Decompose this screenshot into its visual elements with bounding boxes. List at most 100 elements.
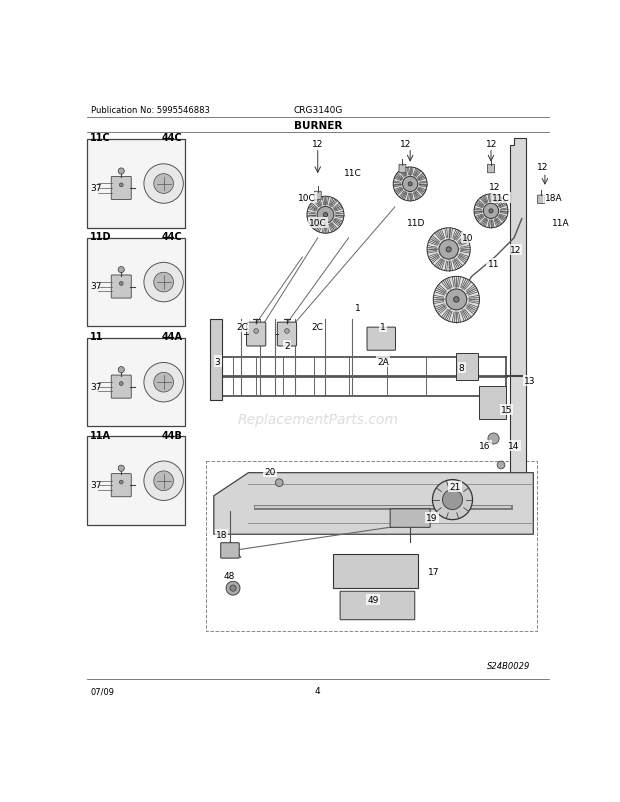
Circle shape xyxy=(489,209,493,213)
Text: 12: 12 xyxy=(400,140,411,149)
FancyBboxPatch shape xyxy=(340,592,415,620)
Text: 10C: 10C xyxy=(309,219,327,228)
FancyBboxPatch shape xyxy=(487,165,495,173)
Text: 4: 4 xyxy=(315,687,321,695)
Text: 37: 37 xyxy=(90,382,101,391)
Circle shape xyxy=(144,164,184,204)
Text: 11D: 11D xyxy=(407,219,425,228)
Circle shape xyxy=(230,585,236,592)
Text: 47: 47 xyxy=(156,291,168,301)
Text: 12: 12 xyxy=(486,140,497,149)
FancyBboxPatch shape xyxy=(87,238,185,327)
Circle shape xyxy=(307,197,344,234)
Circle shape xyxy=(446,290,467,310)
Circle shape xyxy=(433,277,479,323)
Text: 49: 49 xyxy=(368,595,379,605)
Text: CRG3140G: CRG3140G xyxy=(293,106,342,115)
Text: 1: 1 xyxy=(355,303,361,312)
Text: 44A: 44A xyxy=(161,331,182,342)
Text: 37: 37 xyxy=(90,480,101,489)
Text: 12: 12 xyxy=(510,245,521,254)
Circle shape xyxy=(393,168,427,201)
Text: 18A: 18A xyxy=(544,194,562,203)
Text: 11C: 11C xyxy=(492,194,510,203)
Circle shape xyxy=(446,248,451,253)
Circle shape xyxy=(254,330,259,334)
Text: 48: 48 xyxy=(224,571,235,580)
Text: 44C: 44C xyxy=(161,133,182,143)
FancyBboxPatch shape xyxy=(367,328,396,350)
FancyBboxPatch shape xyxy=(479,387,507,419)
Circle shape xyxy=(118,367,125,373)
Text: 11: 11 xyxy=(487,259,499,269)
Circle shape xyxy=(119,282,123,286)
Text: 19: 19 xyxy=(426,513,438,522)
Text: 12: 12 xyxy=(312,140,324,149)
FancyBboxPatch shape xyxy=(87,140,185,229)
Text: 12: 12 xyxy=(489,183,500,192)
Text: 8: 8 xyxy=(459,363,464,372)
Polygon shape xyxy=(210,319,221,400)
Text: 2: 2 xyxy=(284,342,290,350)
Circle shape xyxy=(484,204,498,219)
Circle shape xyxy=(443,490,463,510)
Text: 10C: 10C xyxy=(298,194,316,203)
Circle shape xyxy=(144,461,184,500)
FancyBboxPatch shape xyxy=(538,196,544,205)
Text: Publication No: 5995546883: Publication No: 5995546883 xyxy=(91,106,210,115)
Circle shape xyxy=(118,466,125,472)
Text: ReplacementParts.com: ReplacementParts.com xyxy=(237,412,398,426)
Text: 11A: 11A xyxy=(90,430,111,440)
Text: 11C: 11C xyxy=(343,168,361,177)
Circle shape xyxy=(154,175,174,194)
Circle shape xyxy=(119,382,123,386)
Circle shape xyxy=(275,480,283,487)
Circle shape xyxy=(433,480,472,520)
Circle shape xyxy=(154,373,174,392)
Text: 17: 17 xyxy=(428,567,439,576)
Circle shape xyxy=(454,298,459,303)
Text: 44C: 44C xyxy=(161,232,182,241)
Text: 37: 37 xyxy=(90,184,101,192)
Text: 16: 16 xyxy=(479,442,490,451)
Text: 2C: 2C xyxy=(236,322,248,331)
Text: 47: 47 xyxy=(156,193,168,202)
Text: 13: 13 xyxy=(524,376,535,385)
FancyBboxPatch shape xyxy=(111,177,131,200)
FancyBboxPatch shape xyxy=(111,474,131,497)
Circle shape xyxy=(402,177,418,192)
FancyBboxPatch shape xyxy=(111,375,131,399)
Circle shape xyxy=(119,184,123,188)
Circle shape xyxy=(119,480,123,484)
Text: 15: 15 xyxy=(501,406,512,415)
Text: 11: 11 xyxy=(90,331,104,342)
FancyBboxPatch shape xyxy=(314,192,321,200)
Circle shape xyxy=(226,581,240,595)
FancyBboxPatch shape xyxy=(277,322,296,346)
Circle shape xyxy=(408,183,412,187)
Circle shape xyxy=(118,267,125,273)
FancyBboxPatch shape xyxy=(247,322,266,346)
FancyBboxPatch shape xyxy=(87,338,185,427)
Text: 2C: 2C xyxy=(312,322,324,331)
Circle shape xyxy=(154,273,174,293)
Text: 11D: 11D xyxy=(90,232,112,241)
FancyBboxPatch shape xyxy=(456,354,478,381)
Circle shape xyxy=(144,363,184,403)
Circle shape xyxy=(427,229,470,272)
Circle shape xyxy=(323,213,327,217)
Text: 12: 12 xyxy=(537,163,548,172)
FancyBboxPatch shape xyxy=(87,437,185,525)
Text: 21: 21 xyxy=(449,483,461,492)
Text: 37: 37 xyxy=(90,282,101,291)
FancyBboxPatch shape xyxy=(111,276,131,298)
Text: 1: 1 xyxy=(380,322,386,331)
Polygon shape xyxy=(487,139,526,488)
Text: 14: 14 xyxy=(508,442,520,451)
Text: 07/09: 07/09 xyxy=(91,687,115,695)
Text: 47: 47 xyxy=(156,490,168,499)
Polygon shape xyxy=(214,473,533,535)
Text: 11A: 11A xyxy=(551,219,569,228)
FancyBboxPatch shape xyxy=(390,509,430,528)
Text: 47: 47 xyxy=(156,391,168,400)
